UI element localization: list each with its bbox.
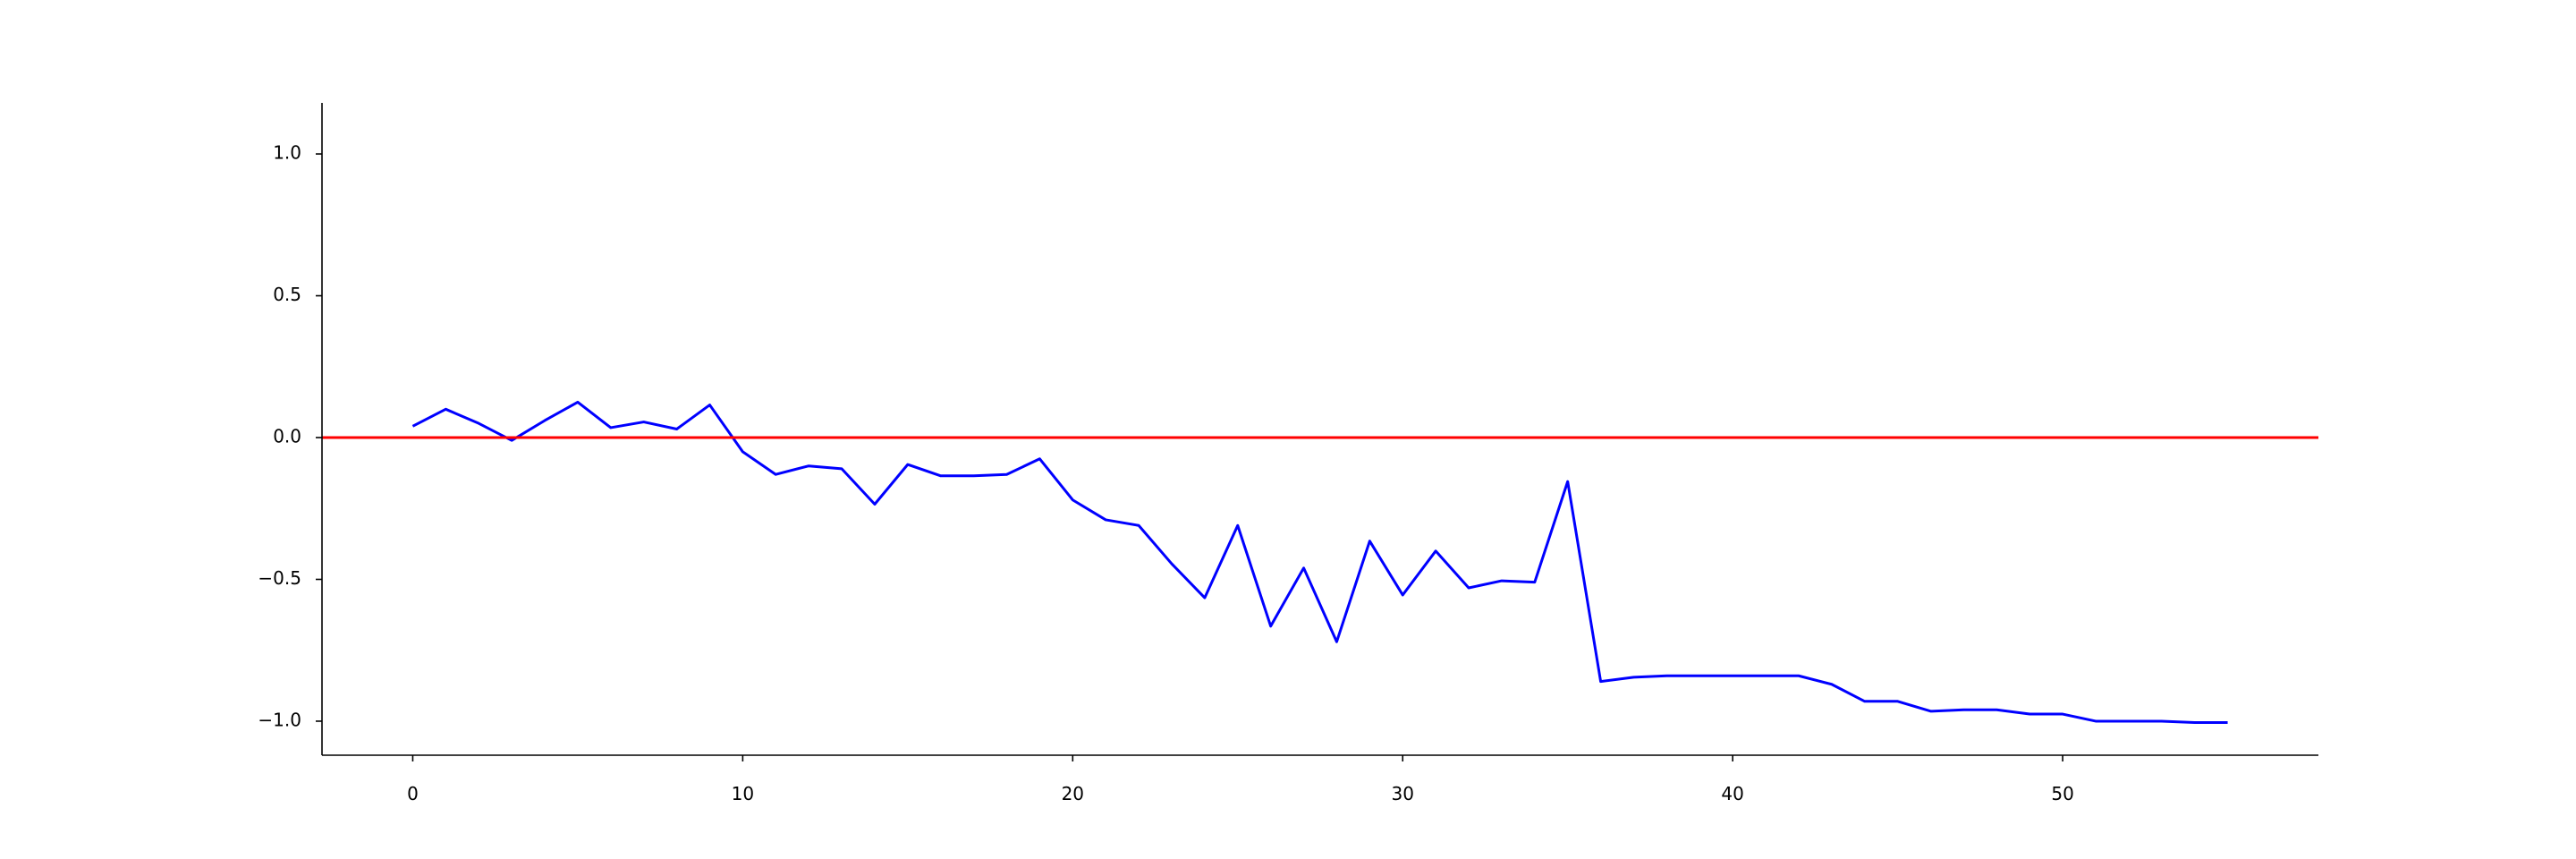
yaxis-tick-label: −0.5: [258, 567, 301, 589]
xaxis-tick-label: 40: [1721, 783, 1743, 804]
yaxis-tick-label: 0.0: [273, 426, 301, 447]
xaxis-tick-label: 50: [2051, 783, 2073, 804]
yaxis-tick-label: −1.0: [258, 709, 301, 730]
xaxis-tick-label: 10: [732, 783, 754, 804]
xaxis-tick-label: 30: [1392, 783, 1414, 804]
yaxis-tick-label: 0.5: [273, 284, 301, 305]
line-chart: 0 10 20 30 40 50 −1.0 −0.5 0.0 0.5 1.0: [0, 0, 2576, 859]
xaxis-tick-label: 20: [1062, 783, 1084, 804]
yaxis-tick-label: 1.0: [273, 142, 301, 164]
xaxis-tick-label: 0: [407, 783, 419, 804]
chart-background: [0, 0, 2576, 859]
chart-svg: 0 10 20 30 40 50 −1.0 −0.5 0.0 0.5 1.0: [0, 0, 2576, 859]
